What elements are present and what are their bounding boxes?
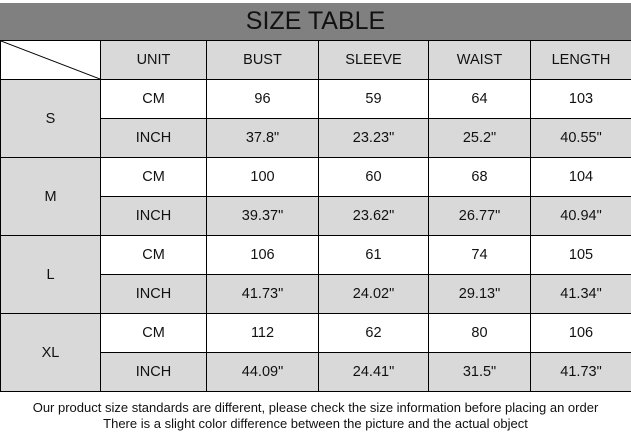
value-cell: 23.23": [318, 118, 429, 158]
value-cell: 68: [428, 157, 531, 197]
header-bust: BUST: [206, 40, 319, 80]
value-cell: 106: [530, 313, 631, 353]
unit-cell: INCH: [100, 118, 207, 158]
unit-cell: CM: [100, 235, 207, 275]
note-size: Our product size standards are different…: [32, 400, 599, 415]
value-cell: 74: [428, 235, 531, 275]
value-cell: 41.34": [530, 274, 631, 314]
value-cell: 59: [318, 79, 429, 119]
size-label: M: [0, 157, 101, 236]
unit-cell: INCH: [100, 352, 207, 392]
value-cell: 105: [530, 235, 631, 275]
table-row: M CM 100 60 68 104: [0, 157, 631, 236]
value-cell: 64: [428, 79, 531, 119]
value-cell: 112: [206, 313, 319, 353]
value-cell: 24.02": [318, 274, 429, 314]
value-cell: 23.62": [318, 196, 429, 236]
value-cell: 41.73": [530, 352, 631, 392]
header-length: LENGTH: [530, 40, 631, 80]
value-cell: 39.37": [206, 196, 319, 236]
size-label: S: [0, 79, 101, 158]
value-cell: 25.2": [428, 118, 531, 158]
value-cell: 41.73": [206, 274, 319, 314]
table-row: INCH 39.37" 23.62" 26.77" 40.94": [1, 196, 631, 236]
table-row: L CM 106 61 74 105: [0, 235, 631, 314]
unit-cell: CM: [100, 313, 207, 353]
table-row: INCH 37.8" 23.23" 25.2" 40.55": [1, 118, 631, 158]
note-color: There is a slight color difference betwe…: [103, 416, 528, 431]
value-cell: 104: [530, 157, 631, 197]
value-cell: 37.8": [206, 118, 319, 158]
header-sleeve: SLEEVE: [318, 40, 429, 80]
unit-cell: INCH: [100, 196, 207, 236]
value-cell: 31.5": [428, 352, 531, 392]
value-cell: 62: [318, 313, 429, 353]
value-cell: 80: [428, 313, 531, 353]
value-cell: 60: [318, 157, 429, 197]
header-row: UNIT BUST SLEEVE WAIST LENGTH: [0, 40, 631, 80]
value-cell: 44.09": [206, 352, 319, 392]
value-cell: 40.55": [530, 118, 631, 158]
table-row: XL CM 112 62 80 106: [0, 313, 631, 392]
value-cell: 40.94": [530, 196, 631, 236]
value-cell: 103: [530, 79, 631, 119]
table-row: INCH 44.09" 24.41" 31.5" 41.73": [1, 352, 631, 392]
header-unit: UNIT: [100, 40, 207, 80]
value-cell: 61: [318, 235, 429, 275]
value-cell: 106: [206, 235, 319, 275]
unit-cell: CM: [100, 157, 207, 197]
corner-cell: [0, 40, 101, 80]
value-cell: 26.77": [428, 196, 531, 236]
top-strip: [0, 0, 631, 3]
value-cell: 100: [206, 157, 319, 197]
unit-cell: INCH: [100, 274, 207, 314]
value-cell: 24.41": [318, 352, 429, 392]
table-row: S CM 96 59 64 103: [0, 79, 631, 158]
size-table: UNIT BUST SLEEVE WAIST LENGTH S CM 96 59 64 1…: [0, 40, 631, 392]
header-waist: WAIST: [428, 40, 531, 80]
value-cell: 96: [206, 79, 319, 119]
size-label: L: [0, 235, 101, 314]
unit-cell: CM: [100, 79, 207, 119]
size-label: XL: [0, 313, 101, 392]
table-title: SIZE TABLE: [0, 3, 631, 41]
value-cell: 29.13": [428, 274, 531, 314]
